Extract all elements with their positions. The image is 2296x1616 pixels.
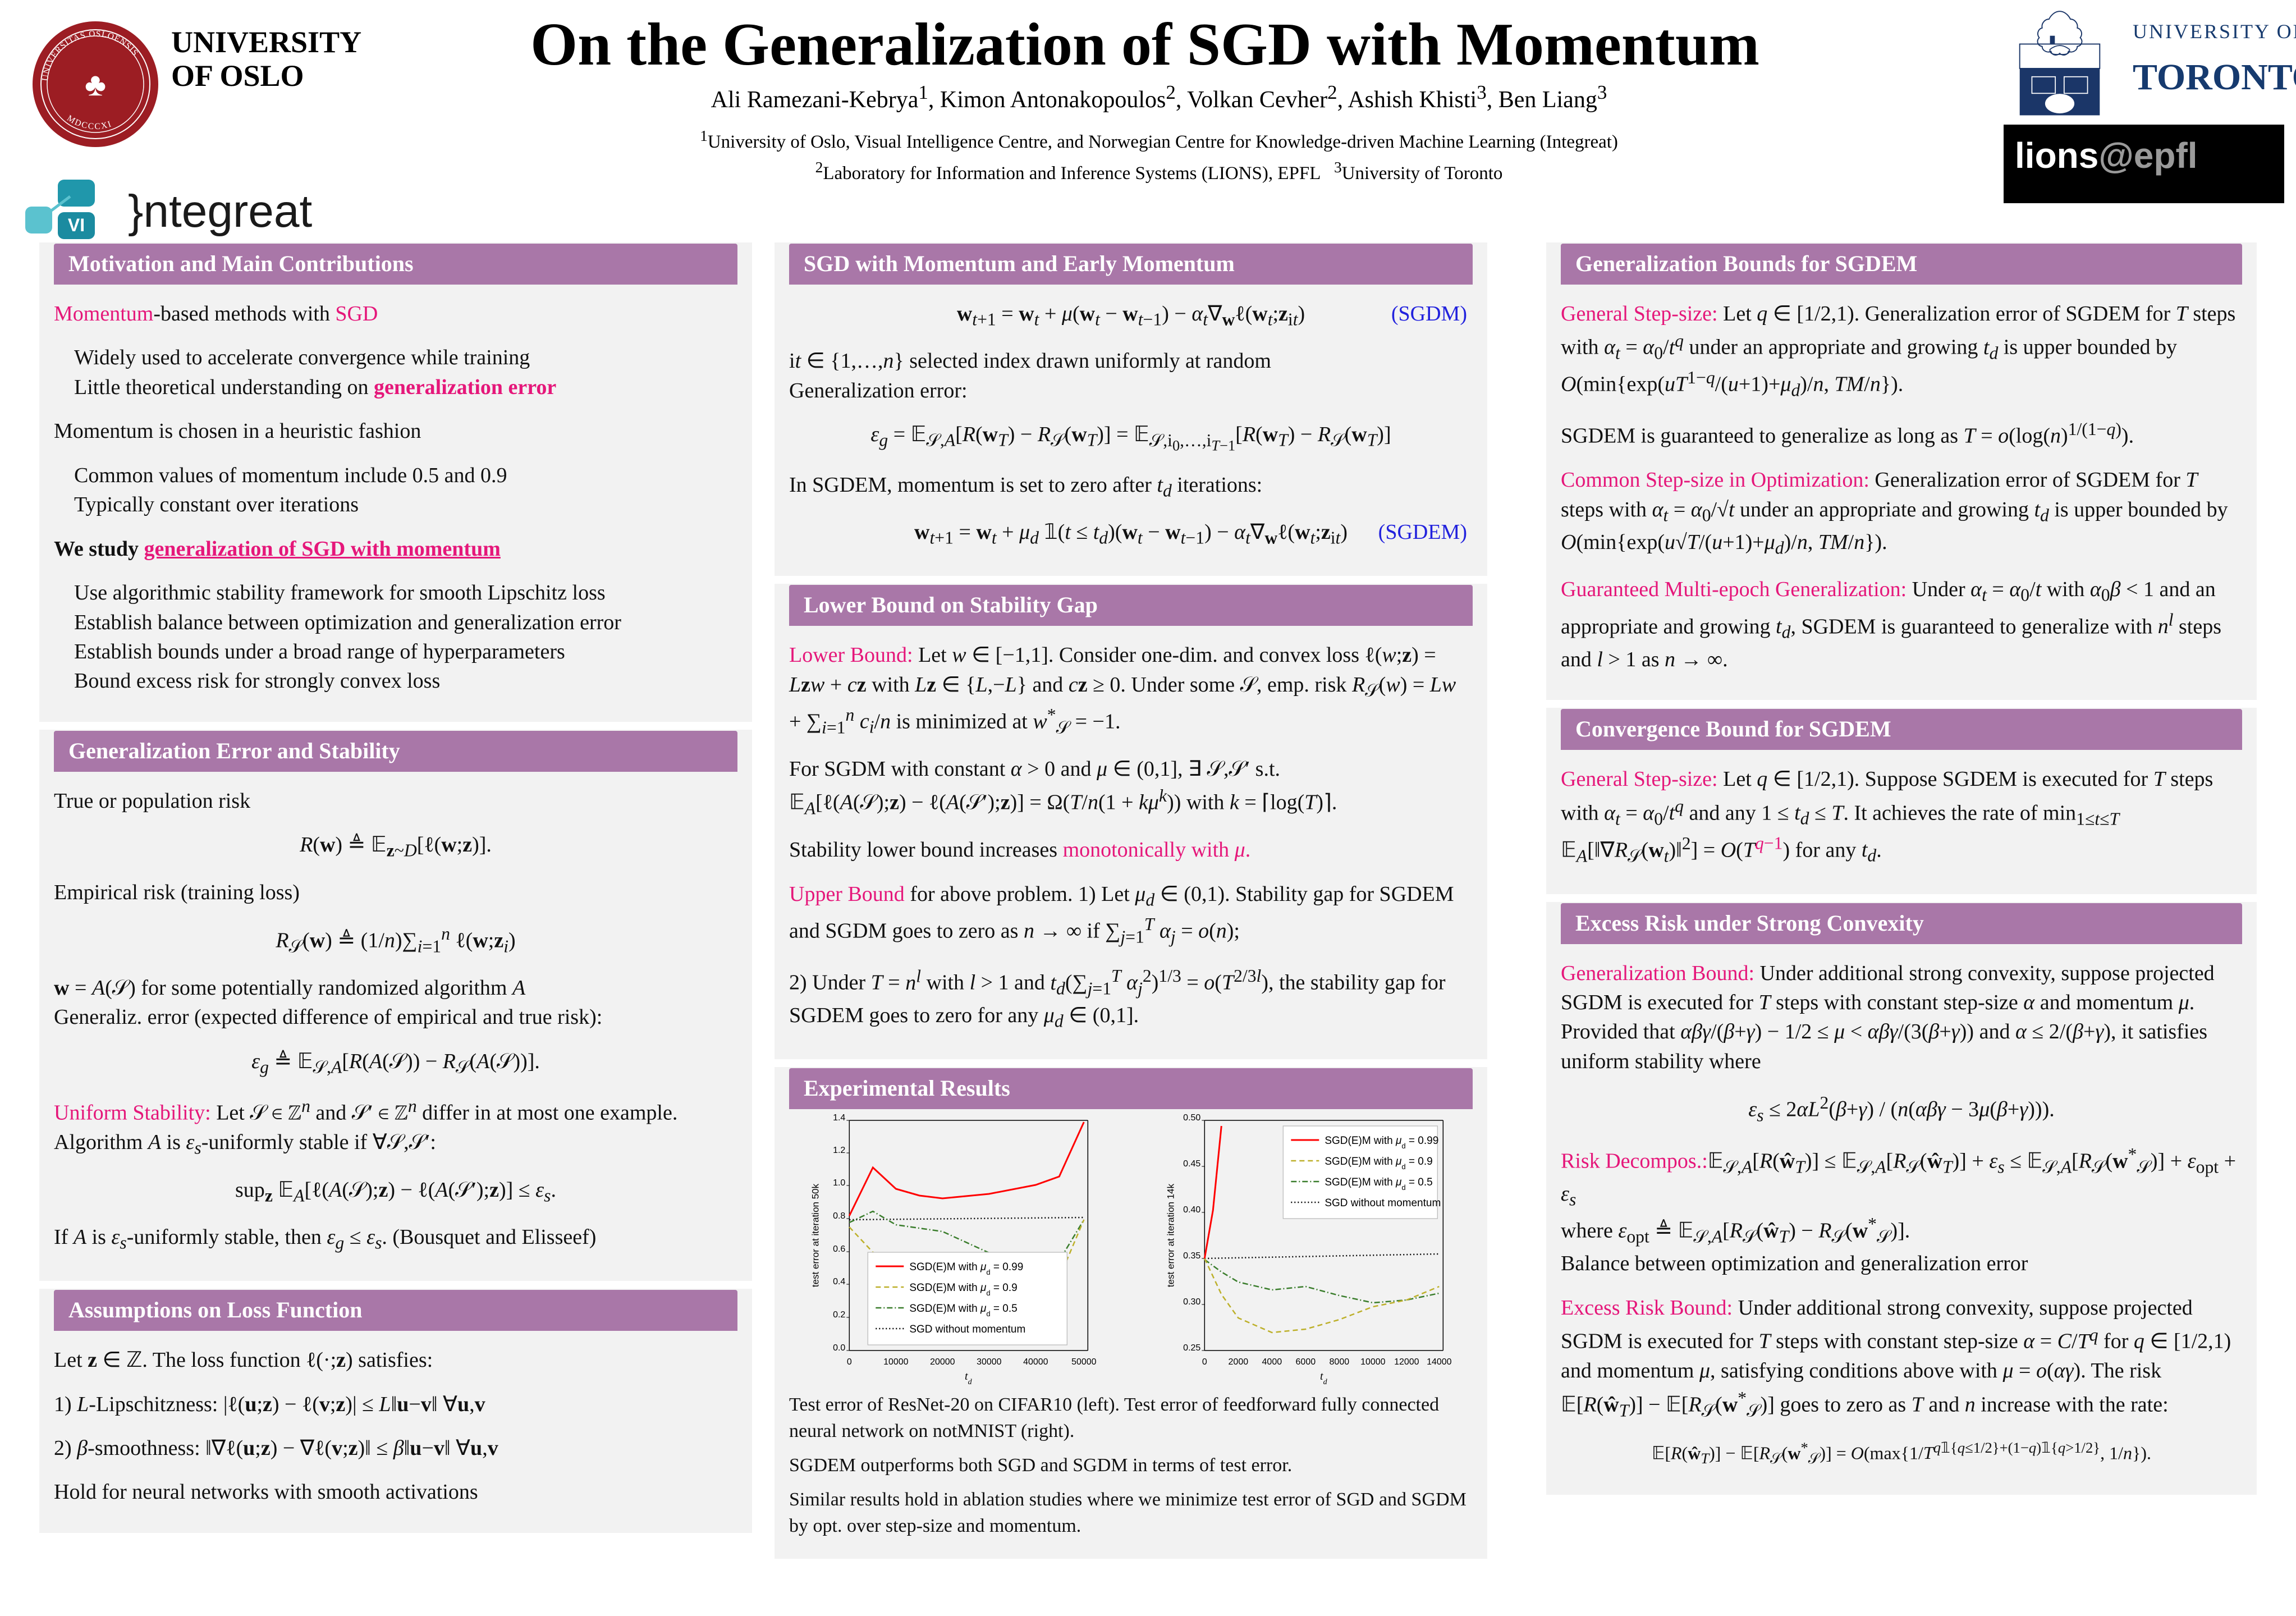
svg-text:2000: 2000 [1229, 1357, 1249, 1367]
svg-text:8000: 8000 [1330, 1357, 1350, 1367]
svg-text:VI: VI [68, 215, 85, 235]
svg-text:50000: 50000 [1071, 1357, 1097, 1367]
svg-text:♣: ♣ [85, 66, 106, 103]
svg-text:0.0: 0.0 [833, 1343, 845, 1353]
svg-text:test error at iteration 50k: test error at iteration 50k [810, 1183, 821, 1287]
svg-text:0: 0 [847, 1357, 852, 1367]
svg-text:40000: 40000 [1023, 1357, 1048, 1367]
svg-text:td: td [1320, 1370, 1328, 1386]
svg-text:0.50: 0.50 [1184, 1113, 1201, 1123]
svg-text:0.35: 0.35 [1184, 1251, 1201, 1261]
svg-text:0.25: 0.25 [1184, 1343, 1201, 1353]
svg-text:10000: 10000 [1360, 1357, 1386, 1367]
svg-text:0: 0 [1202, 1357, 1207, 1367]
svg-text:0.4: 0.4 [833, 1277, 845, 1287]
svg-text:0.6: 0.6 [833, 1244, 845, 1254]
svg-text:0.45: 0.45 [1184, 1159, 1201, 1169]
svg-text:14000: 14000 [1427, 1357, 1452, 1367]
svg-text:1.4: 1.4 [833, 1113, 845, 1123]
svg-text:30000: 30000 [977, 1357, 1002, 1367]
svg-text:0.30: 0.30 [1184, 1297, 1201, 1307]
svg-text:10000: 10000 [883, 1357, 909, 1367]
svg-text:1.2: 1.2 [833, 1146, 845, 1155]
svg-text:test error at iteration 14k: test error at iteration 14k [1166, 1183, 1176, 1287]
svg-text:0.8: 0.8 [833, 1211, 845, 1221]
svg-text:6000: 6000 [1296, 1357, 1316, 1367]
svg-text:0.40: 0.40 [1184, 1205, 1201, 1215]
svg-text:1.0: 1.0 [833, 1178, 845, 1188]
svg-text:12000: 12000 [1394, 1357, 1419, 1367]
svg-text:SGD without momentum: SGD without momentum [1325, 1197, 1441, 1209]
svg-text:20000: 20000 [930, 1357, 955, 1367]
svg-text:SGD without momentum: SGD without momentum [909, 1324, 1025, 1335]
svg-text:4000: 4000 [1262, 1357, 1282, 1367]
svg-text:td: td [965, 1370, 973, 1386]
svg-text:0.2: 0.2 [833, 1310, 845, 1320]
